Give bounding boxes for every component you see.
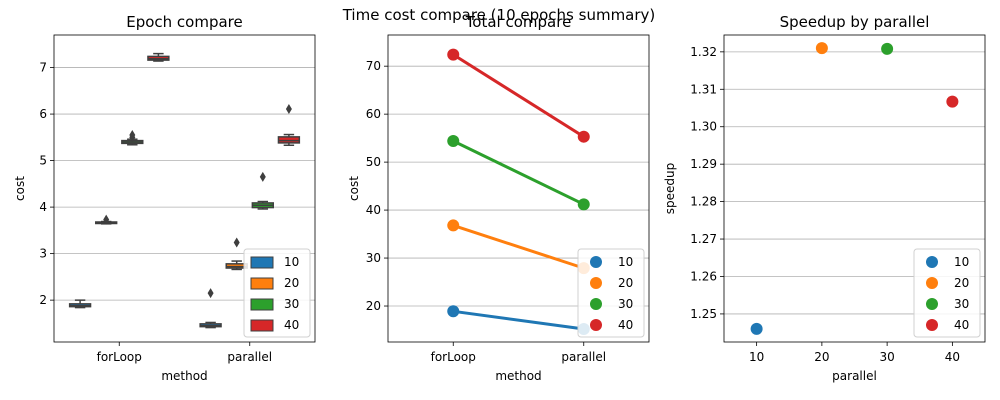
box-flier xyxy=(259,171,266,182)
box-flier xyxy=(103,214,110,225)
legend-label-30: 30 xyxy=(618,297,633,311)
legend-frame xyxy=(913,248,981,338)
series-line-40 xyxy=(452,53,585,138)
y-tick-label: 6 xyxy=(39,107,47,121)
legend-label-20: 20 xyxy=(284,276,299,290)
point-40-parallel xyxy=(577,130,590,143)
legend: 10 20 30 40 xyxy=(577,248,645,338)
legend-swatch-10 xyxy=(250,256,274,269)
x-axis-label: parallel xyxy=(832,369,877,383)
y-tick-label: 3 xyxy=(39,247,47,261)
panel-epoch-compare: 2 3 4 5 6 7 forLoop parallel Epoch compare method… xyxy=(13,13,316,383)
y-tick-label: 2 xyxy=(39,293,47,307)
y-tick-label: 1.28 xyxy=(690,195,717,209)
point-10-forLoop xyxy=(447,305,460,318)
box-flier xyxy=(129,130,136,141)
axes-frame xyxy=(53,34,316,343)
y-axis-label: cost xyxy=(347,176,361,201)
legend-label-40: 40 xyxy=(618,318,633,332)
point-20-forLoop xyxy=(447,219,460,232)
legend-label-40: 40 xyxy=(954,318,969,332)
x-axis-label: method xyxy=(495,369,541,383)
y-tick-label: 7 xyxy=(39,61,47,75)
box-flier xyxy=(207,288,214,299)
y-tick-label: 50 xyxy=(366,155,381,169)
axes-frame xyxy=(387,34,650,343)
legend-label-10: 10 xyxy=(284,255,299,269)
legend-marker-10 xyxy=(926,256,938,268)
point-10 xyxy=(750,322,763,335)
point-30-parallel xyxy=(577,198,590,211)
legend-frame xyxy=(577,248,645,338)
y-tick-label: 40 xyxy=(366,203,381,217)
point-30-forLoop xyxy=(447,135,460,148)
legend-marker-10 xyxy=(590,256,602,268)
y-tick-label: 1.31 xyxy=(690,82,717,96)
legend-swatch-40 xyxy=(250,319,274,332)
panel-title: Epoch compare xyxy=(126,13,243,31)
y-tick-label: 70 xyxy=(366,59,381,73)
panel-speedup-by-parallel: 1.25 1.26 1.27 1.28 1.29 1.30 1.31 1.32 10 20 30 40… xyxy=(663,13,986,383)
legend-label-20: 20 xyxy=(618,276,633,290)
y-tick-label: 1.32 xyxy=(690,45,717,59)
point-20 xyxy=(815,42,828,55)
legend-marker-30 xyxy=(590,298,602,310)
y-tick-label: 1.29 xyxy=(690,157,717,171)
legend-frame xyxy=(243,248,311,338)
box-flier xyxy=(285,103,292,114)
legend-label-20: 20 xyxy=(954,276,969,290)
panel-title: Speedup by parallel xyxy=(780,13,930,31)
y-axis-label: cost xyxy=(13,176,27,201)
y-tick-label: 1.26 xyxy=(690,269,717,283)
box-flier xyxy=(233,237,240,248)
y-tick-label: 30 xyxy=(366,251,381,265)
legend: 10 20 30 40 xyxy=(913,248,981,338)
legend-swatch-30 xyxy=(250,298,274,311)
panel-total-compare: 20 30 40 50 60 70 forLoop parallel Total compare… xyxy=(347,13,650,383)
x-axis-label: method xyxy=(161,369,207,383)
point-40 xyxy=(946,95,959,108)
legend-marker-40 xyxy=(590,319,602,331)
y-tick-label: 4 xyxy=(39,200,47,214)
legend-label-30: 30 xyxy=(284,297,299,311)
panel-title: Total compare xyxy=(465,13,572,31)
figure-suptitle: Time cost compare (10 epochs summary) xyxy=(342,6,656,24)
y-tick-label: 1.25 xyxy=(690,307,717,321)
series-line-20 xyxy=(452,224,585,270)
point-40-forLoop xyxy=(447,48,460,61)
legend-marker-20 xyxy=(590,277,602,289)
y-tick-label: 1.30 xyxy=(690,120,717,134)
y-axis-label: speedup xyxy=(663,163,677,214)
y-tick-label: 60 xyxy=(366,107,381,121)
legend: 10 20 30 40 xyxy=(243,248,311,338)
x-tick-label: 40 xyxy=(945,350,960,364)
series-line-10 xyxy=(453,309,584,331)
legend-marker-40 xyxy=(926,319,938,331)
x-tick-label: 30 xyxy=(879,350,894,364)
legend-label-40: 40 xyxy=(284,318,299,332)
x-tick-label: 10 xyxy=(749,350,764,364)
axes-frame xyxy=(723,34,986,343)
legend-marker-30 xyxy=(926,298,938,310)
legend-label-30: 30 xyxy=(954,297,969,311)
legend-marker-20 xyxy=(926,277,938,289)
x-tick-label: forLoop xyxy=(97,350,142,364)
legend-swatch-20 xyxy=(250,277,274,290)
x-tick-label: forLoop xyxy=(431,350,476,364)
series-line-30 xyxy=(452,139,585,206)
legend-label-10: 10 xyxy=(618,255,633,269)
y-tick-label: 20 xyxy=(366,299,381,313)
y-tick-label: 1.27 xyxy=(690,232,717,246)
y-tick-label: 5 xyxy=(39,154,47,168)
x-tick-label: parallel xyxy=(227,350,272,364)
point-30 xyxy=(881,42,894,55)
x-tick-label: 20 xyxy=(814,350,829,364)
legend-label-10: 10 xyxy=(954,255,969,269)
x-tick-label: parallel xyxy=(561,350,606,364)
